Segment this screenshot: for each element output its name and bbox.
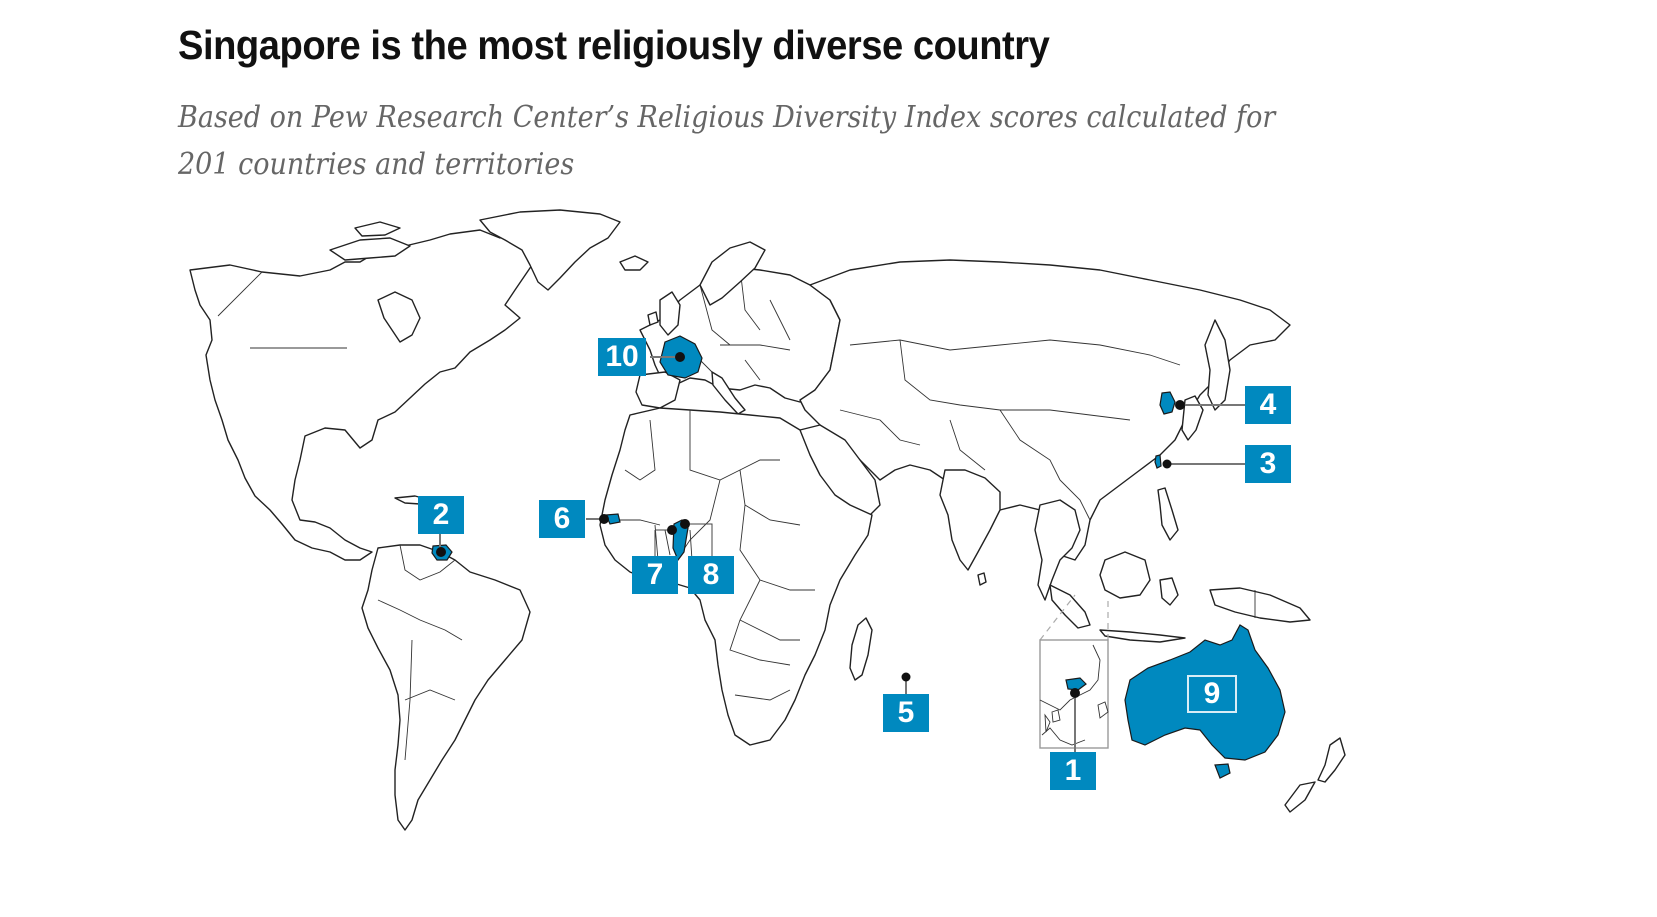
- marker-suriname: [436, 547, 446, 557]
- rank-label-4-south-korea: 4: [1245, 386, 1291, 424]
- chart-subtitle: Based on Pew Research Center’s Religious…: [178, 100, 1276, 182]
- taiwan-highlight: [1154, 454, 1162, 469]
- chart-title: Singapore is the most religiously divers…: [178, 22, 1050, 68]
- rank-label-8-benin: 8: [688, 556, 734, 594]
- singapore-highlight: [1065, 677, 1087, 691]
- south-korea-highlight: [1159, 391, 1176, 415]
- marker-france: [675, 352, 685, 362]
- india: [939, 469, 1001, 571]
- marker-singapore: [1070, 688, 1080, 698]
- rank-label-5-mauritius: 5: [883, 694, 929, 732]
- rank-label-2-suriname: 2: [418, 496, 464, 534]
- rank-label-9-australia: 9: [1187, 675, 1237, 713]
- marker-guinea-bissau: [599, 514, 609, 524]
- south-america: [361, 544, 531, 831]
- marker-benin: [680, 519, 690, 529]
- marker-south-korea: [1175, 400, 1185, 410]
- north-america: [189, 225, 546, 561]
- rank-label-7-togo: 7: [632, 556, 678, 594]
- rank-label-3-taiwan: 3: [1245, 445, 1291, 483]
- marker-togo: [667, 525, 677, 535]
- rank-label-6-guinea-bissau: 6: [539, 500, 585, 538]
- marker-mauritius: [901, 672, 911, 682]
- inset-guide-lines: [1039, 594, 1109, 641]
- guinea-bissau-highlight: [605, 513, 621, 525]
- greenland: [479, 209, 621, 291]
- rank-label-1-singapore: 1: [1050, 752, 1096, 790]
- africa: [599, 407, 873, 746]
- tasmania-highlight: [1214, 763, 1231, 779]
- marker-taiwan: [1162, 459, 1172, 469]
- madagascar: [849, 617, 873, 681]
- rank-label-10-france: 10: [598, 338, 646, 376]
- australia-highlight: [1124, 624, 1286, 761]
